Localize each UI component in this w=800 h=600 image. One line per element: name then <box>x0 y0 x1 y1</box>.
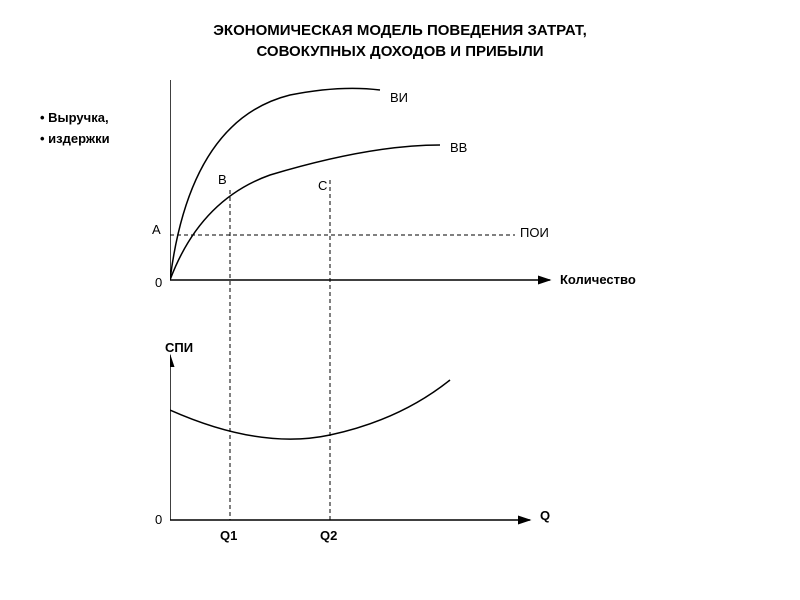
bullet-revenue: Выручка, <box>40 110 110 125</box>
title-line-1: ЭКОНОМИЧЕСКАЯ МОДЕЛЬ ПОВЕДЕНИЯ ЗАТРАТ, <box>0 20 800 41</box>
economic-diagram: ВИ ВВ А В С ПОИ 0 Количество СПИ 0 Q Q1 … <box>170 80 730 575</box>
label-q: Q <box>540 508 550 523</box>
upper-chart <box>170 80 550 280</box>
label-quantity: Количество <box>560 272 636 287</box>
bullet-costs: издержки <box>40 131 110 146</box>
label-spi: СПИ <box>165 340 193 355</box>
label-q1: Q1 <box>220 528 237 543</box>
label-poi: ПОИ <box>520 225 549 240</box>
title-line-2: СОВОКУПНЫХ ДОХОДОВ И ПРИБЫЛИ <box>0 41 800 62</box>
label-lower-zero: 0 <box>155 512 162 527</box>
label-c: С <box>318 178 327 193</box>
label-vi: ВИ <box>390 90 408 105</box>
label-vv: ВВ <box>450 140 467 155</box>
curve-vv <box>170 145 440 280</box>
page-title: ЭКОНОМИЧЕСКАЯ МОДЕЛЬ ПОВЕДЕНИЯ ЗАТРАТ, С… <box>0 0 800 62</box>
bullet-list: Выручка, издержки <box>40 110 110 152</box>
label-b: В <box>218 172 227 187</box>
label-a: А <box>152 222 161 237</box>
label-upper-zero: 0 <box>155 275 162 290</box>
lower-chart <box>170 355 530 520</box>
label-q2: Q2 <box>320 528 337 543</box>
curve-spi <box>170 380 450 439</box>
curve-vi <box>170 88 380 280</box>
